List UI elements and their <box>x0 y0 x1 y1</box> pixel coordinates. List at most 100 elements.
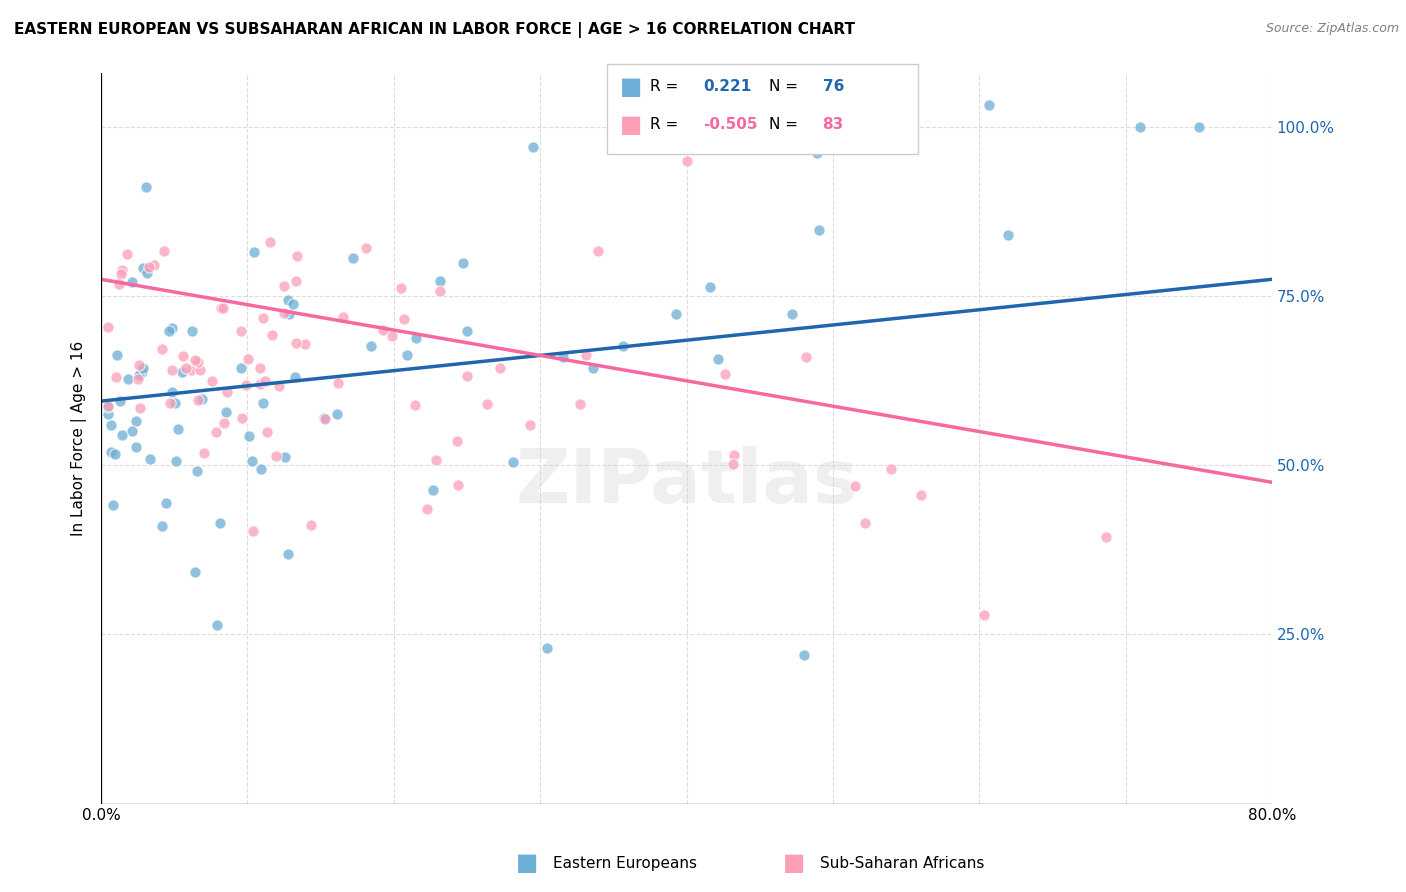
Point <box>569 397 592 411</box>
Point <box>979 97 1001 112</box>
Point <box>153 244 176 258</box>
Point <box>973 608 995 623</box>
Point <box>180 324 202 338</box>
Text: EASTERN EUROPEAN VS SUBSAHARAN AFRICAN IN LABOR FORCE | AGE > 16 CORRELATION CHA: EASTERN EUROPEAN VS SUBSAHARAN AFRICAN I… <box>14 22 855 38</box>
Point <box>131 261 153 276</box>
Point <box>166 422 188 436</box>
Point <box>806 146 828 161</box>
Point <box>172 350 194 364</box>
Point <box>575 348 598 362</box>
Point <box>128 359 150 373</box>
Point <box>108 277 131 292</box>
Point <box>395 348 418 362</box>
Point <box>236 352 259 367</box>
Point <box>160 362 183 376</box>
Point <box>111 428 134 442</box>
Point <box>135 179 157 194</box>
Point <box>451 256 474 270</box>
Point <box>97 399 120 413</box>
Point <box>536 640 558 655</box>
Point <box>204 425 226 439</box>
Point <box>277 547 299 561</box>
Text: 83: 83 <box>823 118 844 132</box>
Point <box>910 488 932 502</box>
Text: ■: ■ <box>620 75 643 98</box>
Point <box>274 450 297 464</box>
Point <box>665 307 688 321</box>
Point <box>128 368 150 383</box>
Point <box>150 342 173 356</box>
Point <box>415 501 437 516</box>
Point <box>425 453 447 467</box>
Point <box>132 361 155 376</box>
Point <box>187 354 209 368</box>
Point <box>294 337 316 351</box>
Point <box>446 434 468 448</box>
Point <box>299 517 322 532</box>
Point <box>231 361 253 376</box>
Point <box>551 351 574 365</box>
Point <box>212 417 235 431</box>
Point <box>201 374 224 388</box>
Point <box>392 311 415 326</box>
Point <box>855 516 877 530</box>
Point <box>373 323 395 337</box>
Point <box>262 327 284 342</box>
Point <box>794 350 817 364</box>
Point <box>111 263 134 277</box>
Point <box>121 275 143 289</box>
Point <box>447 478 470 492</box>
Text: ■: ■ <box>620 113 643 136</box>
Point <box>205 617 228 632</box>
Point <box>250 461 273 475</box>
Point <box>186 464 208 478</box>
Point <box>314 412 336 426</box>
Point <box>100 417 122 432</box>
Point <box>121 424 143 438</box>
Point <box>519 418 541 433</box>
Text: Source: ZipAtlas.com: Source: ZipAtlas.com <box>1265 22 1399 36</box>
Text: ■: ■ <box>783 852 806 875</box>
Point <box>253 374 276 388</box>
Point <box>780 307 803 321</box>
Point <box>104 370 127 384</box>
Point <box>190 363 212 377</box>
Point <box>326 407 349 421</box>
Point <box>97 319 120 334</box>
Point <box>997 228 1019 243</box>
Y-axis label: In Labor Force | Age > 16: In Labor Force | Age > 16 <box>72 341 87 536</box>
Point <box>104 447 127 461</box>
Point <box>157 324 180 338</box>
Point <box>714 368 737 382</box>
Point <box>249 377 271 392</box>
Point <box>429 285 451 299</box>
Point <box>174 360 197 375</box>
Text: 0.221: 0.221 <box>703 79 751 94</box>
Text: N =: N = <box>769 118 799 132</box>
Point <box>429 274 451 288</box>
Point <box>389 281 412 295</box>
Point <box>139 452 162 467</box>
Point <box>117 372 139 386</box>
Point <box>273 306 295 320</box>
Point <box>422 483 444 498</box>
Point <box>212 301 235 316</box>
Text: N =: N = <box>769 79 799 94</box>
Point <box>152 518 174 533</box>
Point <box>277 293 299 307</box>
Point <box>215 405 238 419</box>
Text: R =: R = <box>650 79 678 94</box>
Point <box>249 361 271 376</box>
Point <box>404 398 426 412</box>
Point <box>612 338 634 352</box>
Point <box>381 329 404 343</box>
Point <box>155 496 177 510</box>
Point <box>97 407 120 421</box>
Point <box>278 307 301 321</box>
Point <box>284 369 307 384</box>
Point <box>110 268 132 282</box>
Point <box>285 274 308 288</box>
Point <box>807 223 830 237</box>
Point <box>256 425 278 439</box>
Point <box>108 394 131 409</box>
